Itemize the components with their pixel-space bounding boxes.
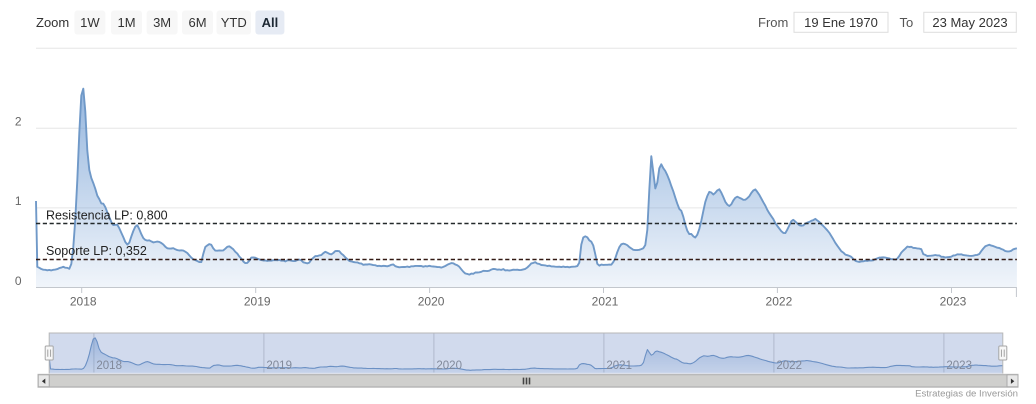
svg-text:Resistencia LP: 0,800: Resistencia LP: 0,800	[46, 209, 168, 223]
svg-text:2021: 2021	[606, 360, 632, 372]
svg-text:1: 1	[15, 194, 22, 208]
svg-text:0: 0	[15, 274, 22, 288]
svg-text:2023: 2023	[946, 360, 972, 372]
svg-text:Zoom: Zoom	[36, 15, 69, 30]
svg-text:YTD: YTD	[221, 15, 247, 30]
svg-text:From: From	[758, 15, 788, 30]
svg-text:2021: 2021	[592, 294, 619, 308]
svg-text:2018: 2018	[70, 294, 97, 308]
svg-text:All: All	[262, 15, 279, 30]
svg-text:23 May 2023: 23 May 2023	[932, 15, 1007, 30]
svg-text:To: To	[900, 15, 914, 30]
svg-text:19 Ene 1970: 19 Ene 1970	[804, 15, 878, 30]
svg-text:2022: 2022	[776, 360, 802, 372]
svg-text:3M: 3M	[153, 15, 171, 30]
svg-text:2020: 2020	[418, 294, 445, 308]
svg-text:1W: 1W	[80, 15, 100, 30]
svg-text:2023: 2023	[940, 294, 967, 308]
svg-text:Soporte LP: 0,352: Soporte LP: 0,352	[46, 244, 147, 258]
svg-text:1M: 1M	[117, 15, 135, 30]
svg-text:2018: 2018	[96, 360, 122, 372]
svg-text:Estrategias de Inversión: Estrategias de Inversión	[915, 389, 1018, 400]
svg-text:6M: 6M	[188, 15, 206, 30]
svg-text:2019: 2019	[244, 294, 271, 308]
svg-text:2: 2	[15, 115, 22, 129]
svg-text:2020: 2020	[436, 360, 462, 372]
svg-text:2022: 2022	[766, 294, 793, 308]
svg-text:2019: 2019	[266, 360, 292, 372]
